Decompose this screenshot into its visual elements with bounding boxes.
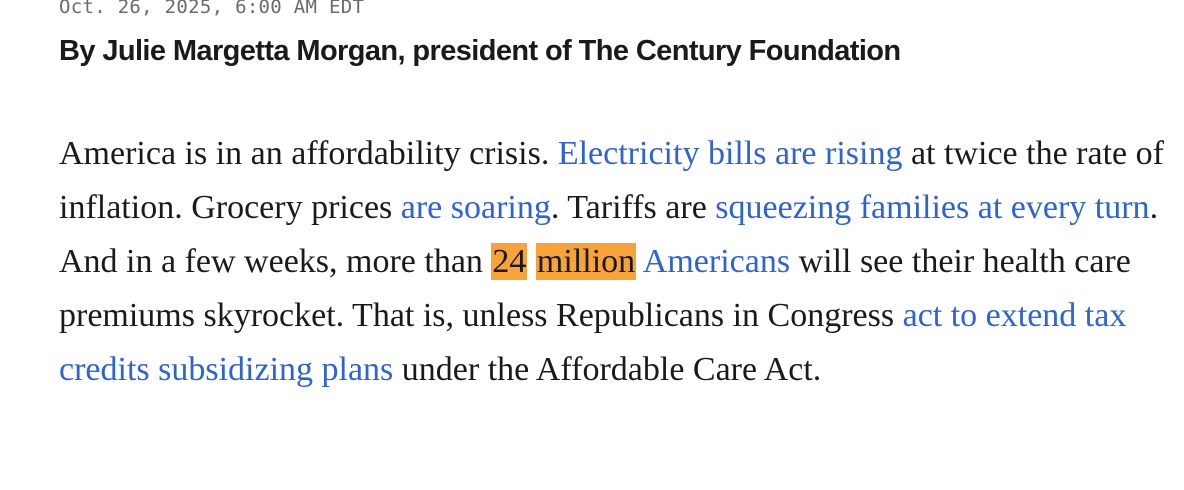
electricity-bills-link[interactable]: Electricity bills are rising <box>557 135 903 172</box>
tariffs-link[interactable]: squeezing families at every turn <box>715 189 1150 226</box>
paragraph-text: under the Affordable Care Act. <box>393 351 822 388</box>
article-byline: By Julie Margetta Morgan, president of T… <box>59 35 901 67</box>
paragraph-text: . Tariffs are <box>550 189 716 226</box>
paragraph-text: . And in a few weeks, more than <box>59 189 1159 280</box>
highlighted-word: million <box>535 243 637 280</box>
paragraph-text: will see their health care premiums skyr… <box>59 243 1131 334</box>
article-paragraph: America is in an affordability crisis. E… <box>59 127 1169 397</box>
grocery-prices-link[interactable]: are soaring <box>400 189 551 226</box>
tax-credits-link[interactable]: act to extend tax credits subsidizing pl… <box>59 297 1127 388</box>
highlighted-number: 24 <box>491 243 528 280</box>
article: Oct. 26, 2025, 6:00 AM EDT By Julie Marg… <box>59 0 1169 397</box>
paragraph-text: at twice the rate of inflation. Grocery … <box>59 135 1164 226</box>
article-dateline: Oct. 26, 2025, 6:00 AM EDT <box>59 0 365 18</box>
article-body: America is in an affordability crisis. E… <box>59 127 1169 397</box>
paragraph-text <box>527 243 536 280</box>
americans-link[interactable]: Americans <box>642 243 791 280</box>
paragraph-text <box>636 243 643 280</box>
paragraph-text: America is in an affordability crisis. <box>59 135 558 172</box>
